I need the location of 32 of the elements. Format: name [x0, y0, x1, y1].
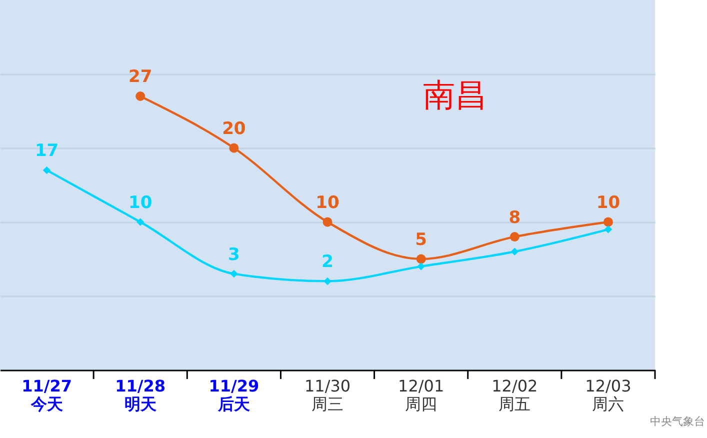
x-tick-label: 12/01 周四 — [398, 376, 444, 414]
point — [136, 218, 144, 226]
data-label: 10 — [128, 193, 152, 213]
point — [136, 91, 146, 101]
data-label: 2 — [322, 252, 334, 272]
data-label: 5 — [415, 230, 427, 250]
point — [510, 248, 519, 256]
point — [322, 217, 332, 227]
data-label: 20 — [222, 119, 246, 139]
x-tick-label: 11/30 周三 — [304, 376, 351, 414]
point — [230, 270, 238, 278]
point — [417, 262, 425, 270]
text: 南昌 — [423, 76, 487, 114]
x-tick-label: 11/27 今天 — [22, 376, 72, 414]
data-label: 27 — [128, 67, 152, 88]
point — [416, 254, 426, 264]
x-tick-label: 11/28 明天 — [115, 376, 166, 414]
text: 中央气象台 — [650, 415, 705, 428]
point — [510, 232, 520, 242]
point — [229, 143, 239, 153]
data-label: 3 — [228, 244, 240, 265]
x-tick-label: 12/03 周六 — [585, 376, 632, 414]
data-label: 10 — [316, 193, 340, 213]
point — [324, 277, 332, 286]
data-label: 10 — [596, 193, 620, 213]
data-label: 17 — [34, 141, 59, 162]
point — [603, 217, 613, 227]
x-tick-label: 11/29 后天 — [208, 376, 260, 414]
data-label: 8 — [508, 208, 521, 228]
x-tick-label: 12/02 周五 — [492, 376, 538, 414]
point — [42, 166, 51, 174]
point — [604, 226, 612, 234]
